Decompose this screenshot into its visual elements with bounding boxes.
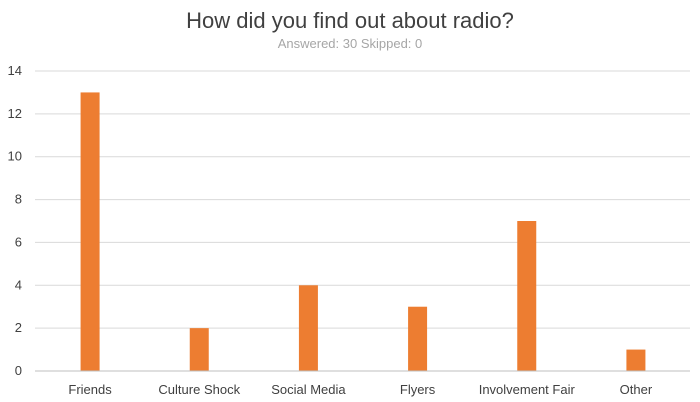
y-tick-label: 14 bbox=[8, 63, 22, 78]
gridlines bbox=[35, 70, 690, 329]
x-tick-label: Flyers bbox=[400, 382, 436, 397]
x-tick-label: Culture Shock bbox=[158, 382, 240, 397]
bar bbox=[80, 92, 100, 371]
bars bbox=[80, 92, 646, 371]
chart-title: How did you find out about radio? bbox=[186, 8, 514, 33]
y-tick-label: 2 bbox=[15, 320, 22, 335]
y-tick-label: 0 bbox=[15, 363, 22, 378]
y-tick-label: 6 bbox=[15, 234, 22, 249]
bar bbox=[517, 221, 537, 371]
bar bbox=[298, 285, 318, 371]
y-tick-label: 8 bbox=[15, 192, 22, 207]
y-tick-label: 10 bbox=[8, 149, 22, 164]
y-tick-label: 4 bbox=[15, 277, 22, 292]
y-tick-label: 12 bbox=[8, 106, 22, 121]
x-tick-label: Social Media bbox=[271, 382, 346, 397]
bar bbox=[189, 328, 209, 371]
x-tick-label: Friends bbox=[68, 382, 112, 397]
x-tick-label: Other bbox=[620, 382, 653, 397]
bar bbox=[626, 349, 646, 371]
chart-subtitle: Answered: 30 Skipped: 0 bbox=[278, 36, 423, 51]
axes: 0 2 4 6 8 10 12 14 Friends Culture Shock Social Me… bbox=[8, 63, 690, 397]
bar bbox=[408, 306, 428, 371]
x-tick-label: Involvement Fair bbox=[479, 382, 576, 397]
